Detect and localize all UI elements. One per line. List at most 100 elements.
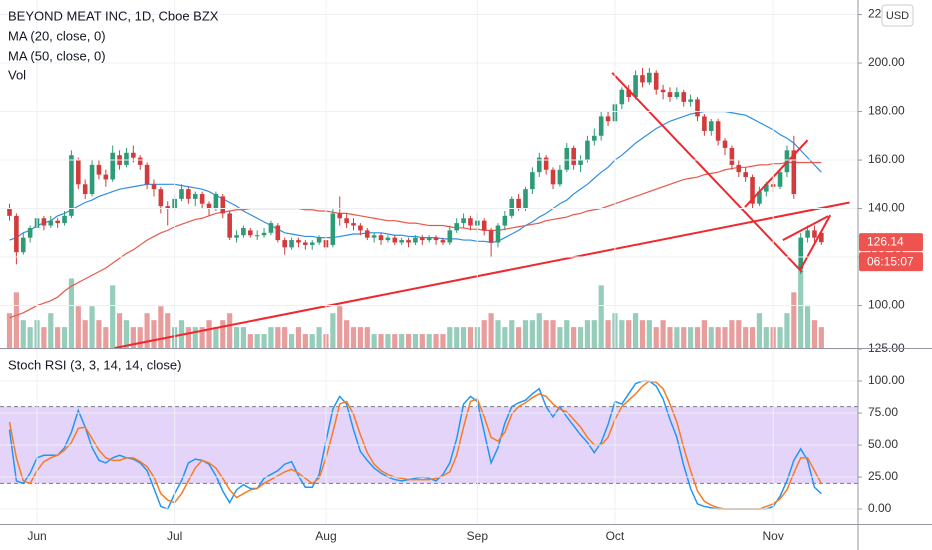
volume-bar [419, 334, 425, 348]
candle-body [681, 92, 687, 102]
candle-body [7, 208, 12, 216]
candle-body [337, 213, 343, 219]
y-tick-label: 180.00 [868, 104, 905, 118]
candle-body [488, 230, 494, 243]
volume-bar [405, 334, 412, 348]
candle-body [509, 198, 515, 216]
candle-body [351, 223, 356, 226]
volume-bar [502, 327, 508, 348]
volume-bar [577, 327, 584, 348]
candle-body [234, 235, 239, 238]
candle-body [124, 152, 129, 165]
volume-bar [467, 327, 474, 348]
volume-bar [756, 313, 763, 348]
candle-body [454, 223, 459, 231]
volume-bar [220, 320, 226, 348]
candle-body [268, 223, 274, 233]
candle-body [289, 240, 294, 248]
candle-body [598, 116, 604, 136]
volume-bar [371, 334, 377, 348]
candle-body [227, 213, 232, 238]
indicator-title: Stoch RSI (3, 3, 14, 14, close) [8, 357, 181, 372]
candle-body [812, 230, 817, 238]
candle-body [282, 240, 287, 248]
candle-body [27, 227, 33, 238]
candle-body [502, 215, 508, 226]
volume-bar [811, 320, 818, 348]
countdown-box [859, 252, 923, 272]
candle-body [660, 89, 666, 93]
y-tick-label: 140.00 [868, 201, 905, 215]
candle-body [309, 242, 315, 245]
candle-body [55, 220, 60, 224]
price-tag-label: 126.14 [867, 234, 904, 248]
candle-body [674, 92, 680, 98]
volume-bar [227, 313, 233, 348]
volume-bar [144, 313, 150, 348]
volume-bar [488, 313, 494, 348]
candle-body [667, 92, 673, 98]
candle-body [819, 232, 824, 243]
volume-bar [412, 334, 419, 348]
candle-body [358, 225, 363, 231]
candle-body [571, 147, 576, 165]
candle-body [20, 237, 26, 253]
x-tick-label: Aug [315, 529, 336, 543]
trend-line [114, 201, 850, 348]
volume-bar [6, 313, 13, 348]
candle-body [619, 89, 625, 105]
volume-bar [75, 306, 81, 348]
volume-bar [357, 327, 363, 348]
volume-bar [282, 327, 288, 348]
price-pane [6, 67, 850, 348]
volume-bar [68, 278, 75, 348]
candle-body [578, 160, 583, 165]
candle-body [213, 194, 219, 209]
volume-bar [268, 327, 274, 348]
volume-bar [13, 292, 19, 348]
legend-entry: MA (50, close, 0) [8, 48, 106, 63]
y-tick-label: 200.00 [868, 55, 905, 69]
volume-bar [364, 327, 370, 348]
volume-bar [681, 327, 687, 348]
candle-body [158, 189, 164, 207]
candle-body [316, 237, 322, 243]
volume-bar [509, 320, 515, 348]
volume-bar [288, 334, 295, 348]
candle-body [76, 160, 81, 185]
indicator-line [8, 380, 823, 510]
y-tick-label: 0.00 [868, 501, 892, 515]
volume-bar [653, 327, 659, 348]
volume-bar [694, 327, 701, 348]
volume-bar [192, 327, 198, 348]
volume-bar [454, 327, 460, 348]
candle-body [440, 240, 446, 243]
trend-line [744, 139, 809, 208]
x-tick-label: Sep [467, 529, 489, 543]
candle-body [791, 150, 797, 195]
volume-bar [447, 327, 453, 348]
volume-bar [350, 327, 357, 348]
candle-body [14, 215, 19, 253]
volume-bar [550, 320, 556, 348]
volume-bar [715, 327, 721, 348]
volume-bar [344, 320, 350, 348]
volume-bar [213, 327, 219, 348]
candle-body [750, 177, 755, 204]
volume-bar [516, 327, 522, 348]
volume-bar [399, 334, 405, 348]
candle-body [62, 215, 67, 224]
volume-bar [440, 334, 446, 348]
y-tick-label: 25.00 [868, 469, 898, 483]
volume-bar [626, 320, 632, 348]
volume-bar [591, 320, 597, 348]
volume-bar [798, 264, 804, 348]
candle-body [344, 218, 349, 224]
candle-body [248, 230, 253, 236]
volume-bar [667, 327, 673, 348]
legend-entry: MA (20, close, 0) [8, 28, 106, 43]
volume-bar [309, 334, 315, 348]
trend-line [611, 72, 803, 273]
volume-bar [605, 320, 611, 348]
